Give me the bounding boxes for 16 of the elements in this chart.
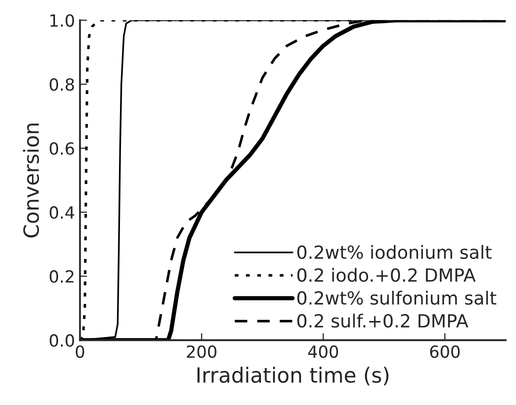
y-tick-label: 0.8 [50,78,74,91]
y-tick-label: 0.6 [50,142,74,155]
y-axis-title: Conversion [22,124,40,238]
x-tick-label: 400 [308,345,338,358]
x-tick-label: 200 [186,345,216,358]
legend-label: 0.2 sulf.+0.2 DMPA [297,314,468,328]
y-tick-label: 0.0 [50,334,74,347]
x-tick-label: 0 [76,345,84,358]
legend-label: 0.2wt% sulfonium salt [297,290,496,305]
x-tick-label: 600 [430,345,460,358]
legend-label: 0.2wt% iodonium salt [297,245,492,259]
y-tick-label: 1.0 [50,14,74,27]
x-axis-title: Irradiation time (s) [197,366,388,386]
y-tick-label: 0.4 [50,206,74,219]
legend-label: 0.2 iodo.+0.2 DMPA [297,268,476,282]
y-tick-label: 0.2 [50,270,74,283]
